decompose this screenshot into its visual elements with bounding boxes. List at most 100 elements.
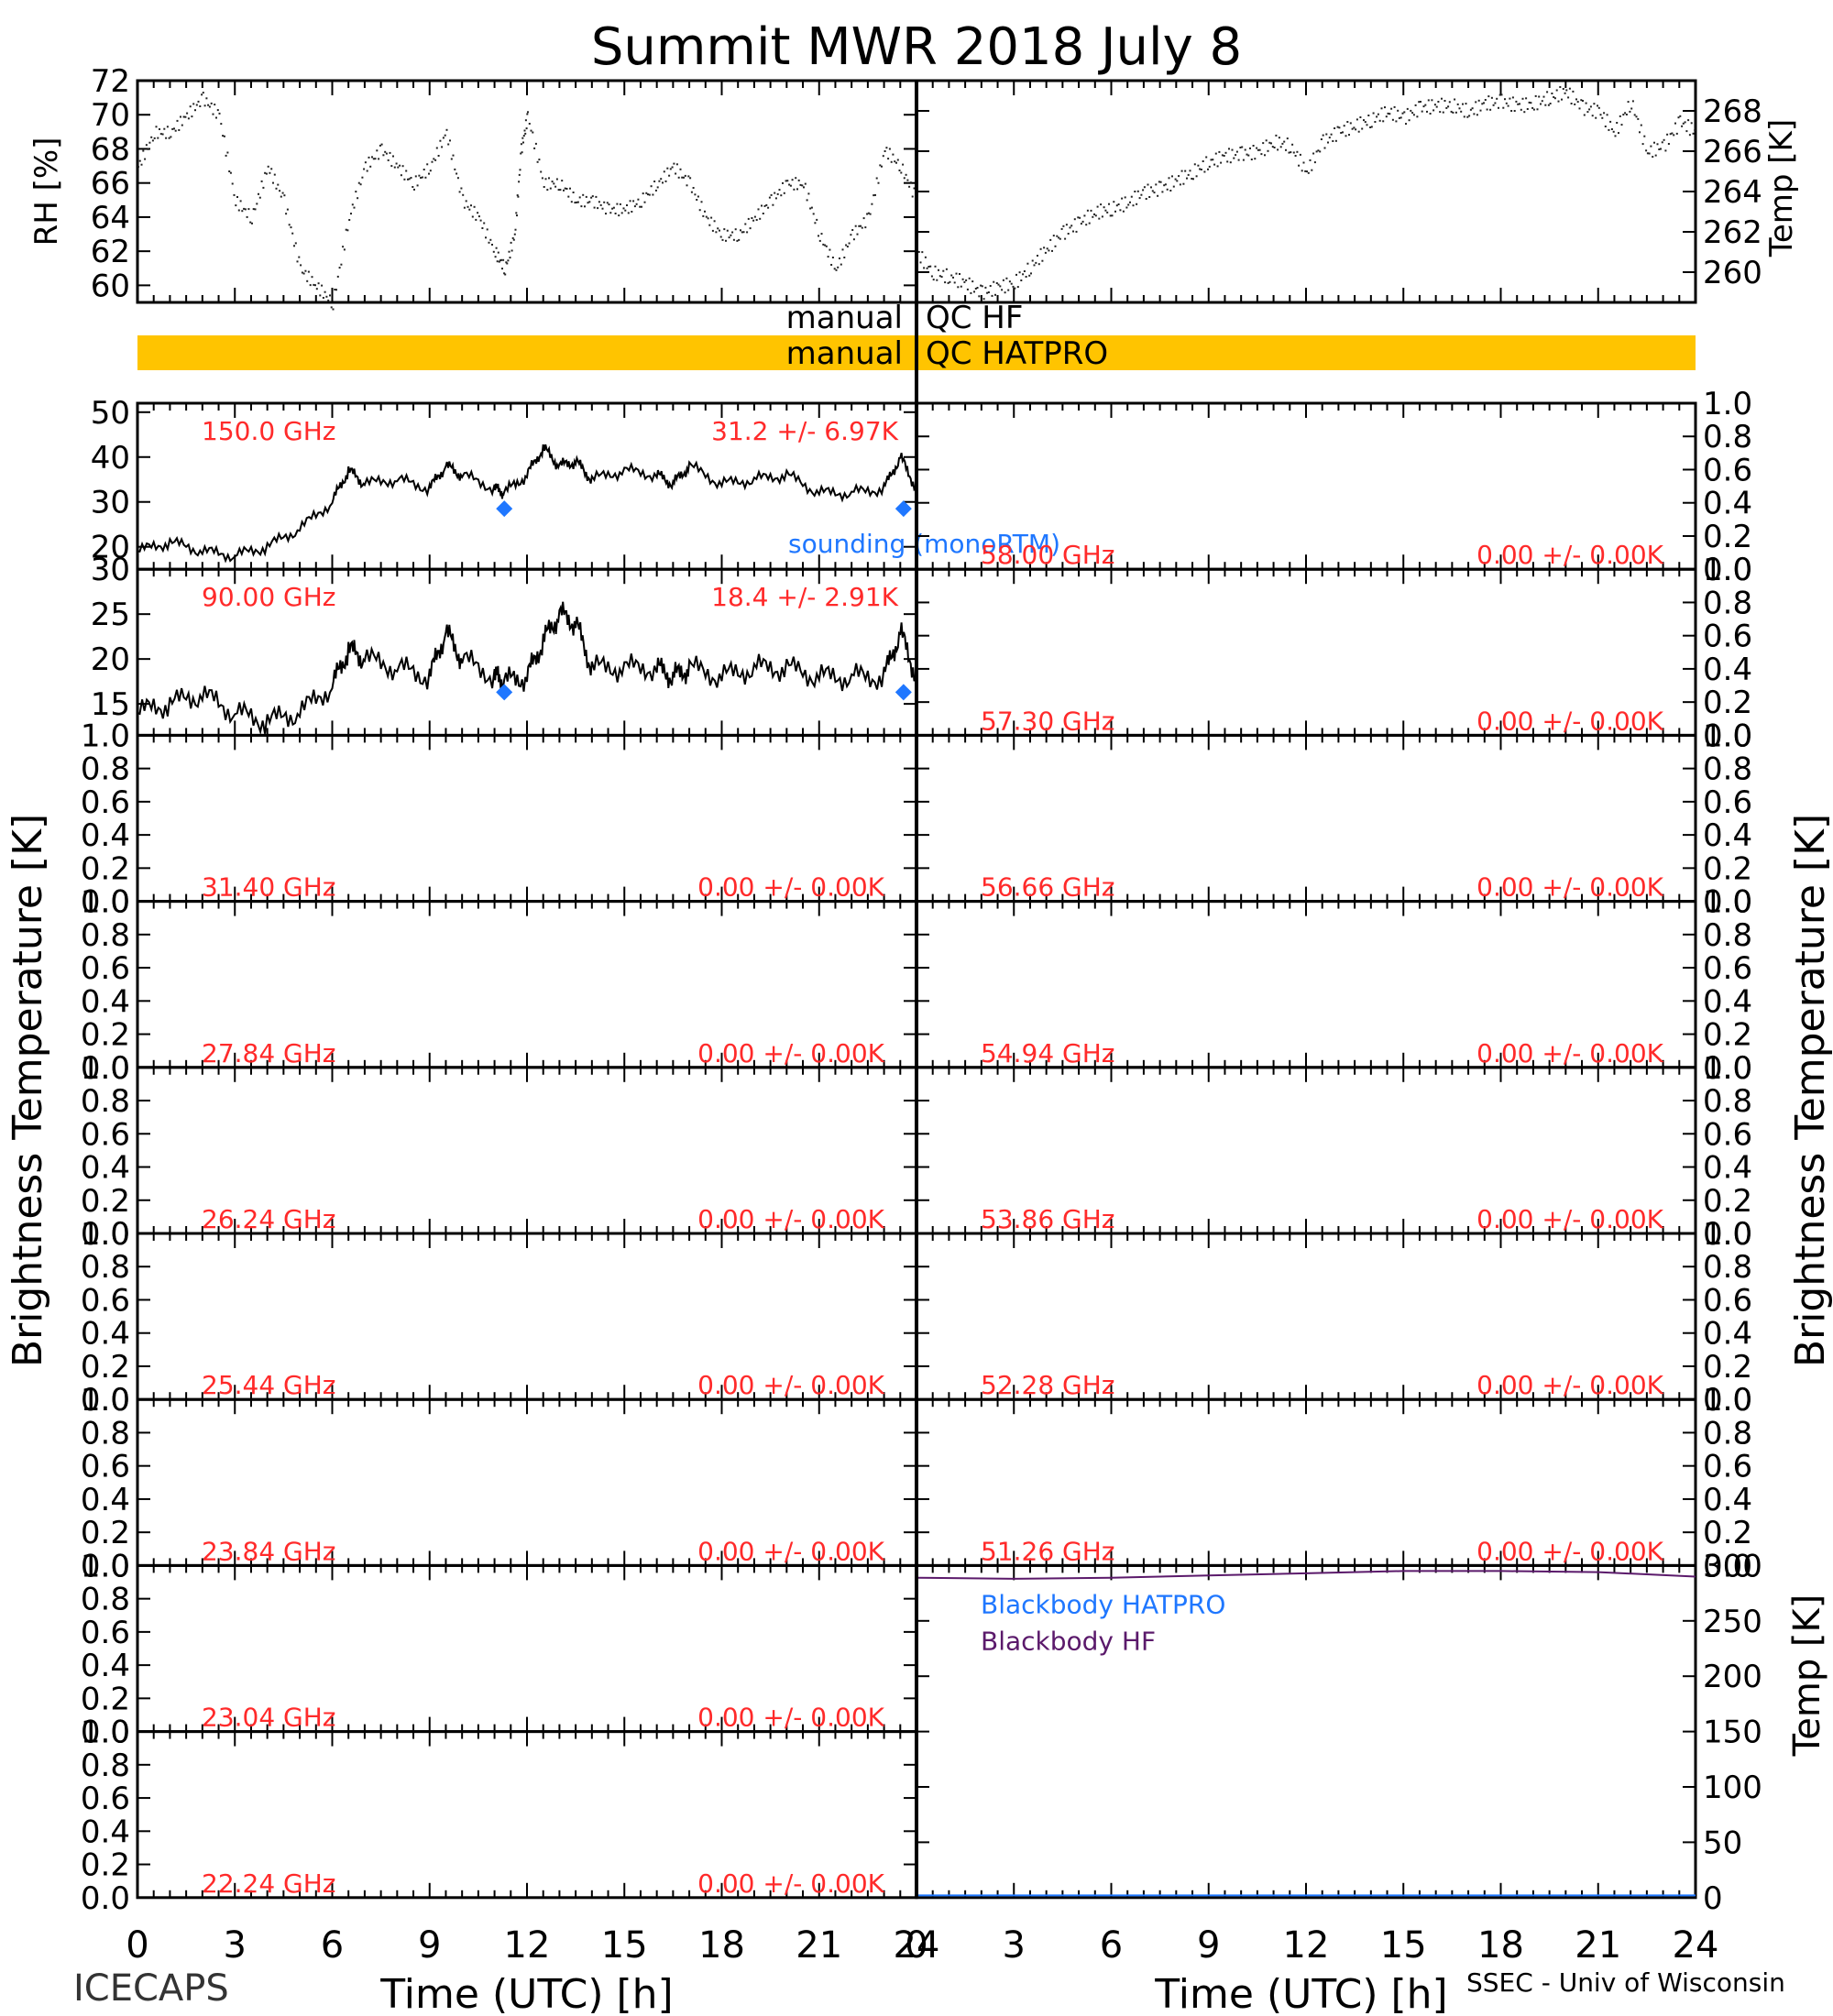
- data-point: [159, 133, 162, 136]
- data-point: [522, 135, 525, 137]
- data-point: [1140, 193, 1143, 196]
- data-point: [833, 268, 836, 270]
- data-point: [791, 179, 794, 181]
- data-point: [518, 173, 521, 176]
- data-point: [612, 206, 615, 209]
- data-point: [746, 231, 749, 234]
- data-point: [322, 297, 324, 299]
- data-point: [1606, 114, 1608, 116]
- data-point: [966, 288, 969, 290]
- data-point: [286, 208, 289, 211]
- data-point: [1212, 159, 1214, 161]
- y-tick-label: 0.8: [1703, 585, 1752, 621]
- data-point: [549, 187, 552, 190]
- data-point: [1564, 92, 1566, 94]
- time-axis-label-left: Time (UTC) [h]: [379, 1971, 673, 2016]
- data-point: [536, 160, 539, 163]
- data-point: [1406, 107, 1409, 110]
- data-point: [1092, 215, 1094, 218]
- data-point: [218, 112, 221, 115]
- data-point: [796, 188, 798, 191]
- data-point: [1677, 116, 1680, 119]
- data-point: [197, 100, 200, 103]
- data-point: [506, 262, 509, 265]
- data-point: [595, 195, 598, 198]
- data-point: [1551, 93, 1553, 94]
- data-point: [652, 193, 654, 196]
- data-point: [1007, 289, 1010, 291]
- data-point: [684, 174, 686, 177]
- data-point: [557, 189, 560, 192]
- data-point: [1065, 224, 1068, 226]
- data-point: [1184, 170, 1187, 172]
- channel-stats: 0.00 +/- 0.00K: [697, 1868, 884, 1899]
- data-point: [898, 170, 901, 171]
- data-point: [721, 238, 724, 241]
- data-point: [1268, 141, 1271, 144]
- qc-hatpro-label-right: QC HATPRO: [926, 335, 1108, 372]
- data-point: [660, 178, 663, 181]
- data-point: [1531, 106, 1534, 109]
- y-tick-label: 1.0: [81, 1050, 130, 1087]
- data-point: [437, 155, 440, 157]
- data-point: [309, 284, 312, 287]
- data-point: [433, 158, 435, 160]
- data-point: [202, 92, 204, 94]
- temp-axis-label: Temp [K]: [1763, 119, 1800, 257]
- data-point: [1307, 171, 1310, 174]
- channel-stats: 0.00 +/- 0.00K: [1476, 540, 1663, 570]
- data-point: [270, 168, 273, 170]
- data-point: [150, 136, 153, 138]
- y-tick-label: 0.4: [81, 1813, 130, 1850]
- data-point: [1385, 115, 1388, 118]
- data-point: [1125, 206, 1128, 209]
- data-point: [929, 265, 932, 268]
- y-tick-label: 0.2: [81, 1183, 130, 1220]
- data-point: [511, 236, 514, 239]
- y-tick-label: 0.6: [1703, 452, 1752, 488]
- data-point: [393, 166, 396, 169]
- y-tick-label: 0.6: [81, 1282, 130, 1319]
- data-point: [1675, 132, 1678, 135]
- time-tick-label: 6: [1100, 1924, 1123, 1967]
- y-tick-label: 0.0: [1703, 1548, 1752, 1584]
- data-point: [806, 199, 808, 202]
- data-point: [1437, 101, 1440, 103]
- data-point: [994, 293, 996, 296]
- data-point: [1180, 170, 1183, 172]
- data-point: [711, 229, 714, 232]
- data-point: [1609, 120, 1612, 123]
- data-point: [1216, 165, 1219, 168]
- data-point: [1060, 227, 1063, 230]
- data-point: [1377, 113, 1379, 115]
- data-point: [1062, 225, 1065, 227]
- data-point: [974, 288, 977, 290]
- data-point: [559, 189, 562, 192]
- data-point: [1653, 141, 1655, 144]
- data-point: [1479, 109, 1482, 112]
- data-point: [1081, 220, 1084, 223]
- data-point: [311, 276, 313, 279]
- data-point: [582, 193, 585, 196]
- data-point: [1049, 238, 1052, 241]
- figure-title: Summit MWR 2018 July 8: [591, 17, 1242, 77]
- data-point: [220, 123, 223, 126]
- data-point: [1264, 154, 1266, 157]
- data-point: [429, 170, 432, 172]
- data-point: [744, 223, 747, 225]
- data-point: [717, 227, 719, 230]
- data-point: [1538, 95, 1541, 98]
- data-point: [864, 226, 867, 229]
- data-point: [424, 176, 427, 179]
- data-point: [170, 136, 172, 138]
- data-point: [300, 264, 302, 267]
- data-point: [980, 284, 982, 287]
- data-point: [1117, 203, 1120, 205]
- data-point: [619, 203, 621, 205]
- y-tick-label: 0.0: [1703, 1050, 1752, 1087]
- data-point: [520, 152, 522, 155]
- data-point: [662, 181, 664, 184]
- data-point: [1306, 170, 1308, 173]
- y-tick-label: 72: [91, 63, 130, 100]
- data-point: [949, 280, 951, 283]
